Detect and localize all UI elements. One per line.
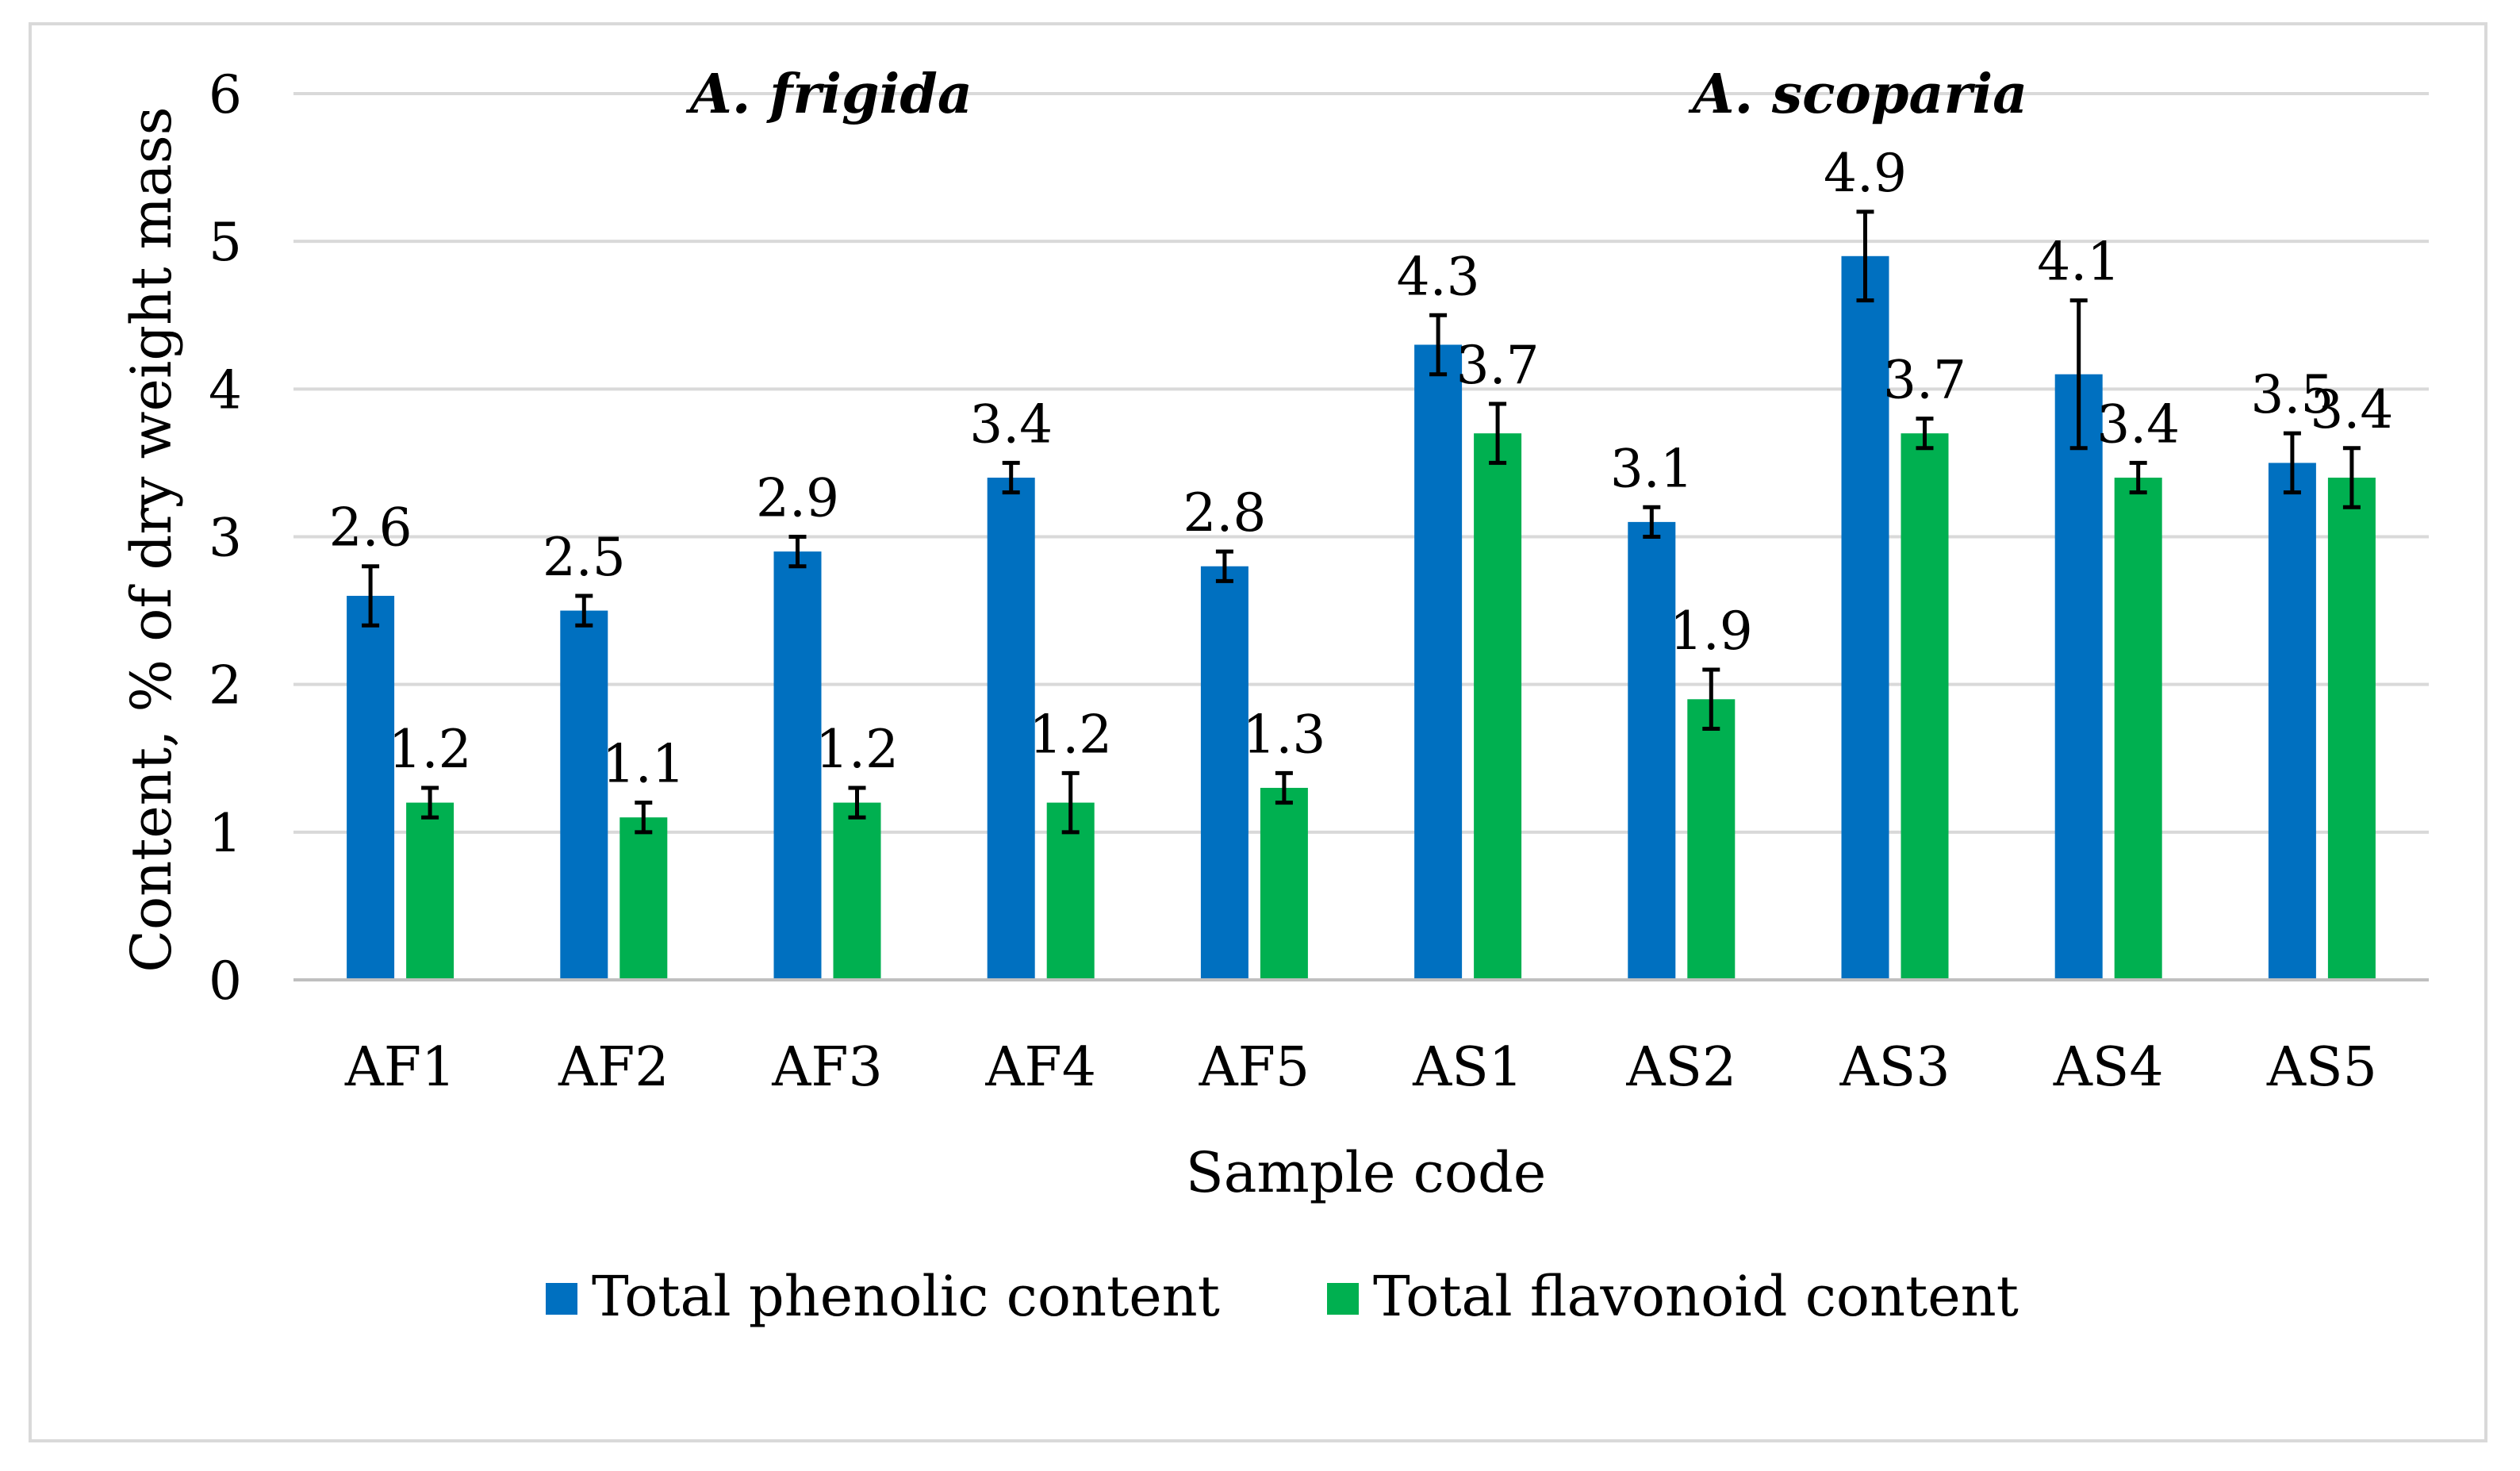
bar-phenolic-af2: [560, 610, 608, 980]
legend-swatch-flavonoid: [1327, 1283, 1359, 1315]
y-tick-label: 6: [209, 64, 242, 125]
bar-flavonoid-af3: [833, 802, 881, 980]
bar-flavonoid-as2: [1687, 699, 1736, 980]
data-label: 3.4: [969, 394, 1053, 455]
y-tick-label: 5: [209, 212, 242, 273]
bar-flavonoid-as1: [1474, 433, 1522, 980]
bar-flavonoid-af5: [1260, 787, 1308, 980]
data-label: 2.5: [543, 527, 626, 588]
data-label: 3.5: [2250, 364, 2334, 425]
bar-flavonoid-as4: [2114, 478, 2162, 980]
x-tick-label: AS5: [2266, 1036, 2377, 1099]
bar-flavonoid-as3: [1901, 433, 1949, 980]
bar-phenolic-as4: [2054, 374, 2103, 980]
data-label: 1.2: [815, 719, 899, 780]
bar-phenolic-as2: [1628, 521, 1676, 980]
data-label: 1.2: [389, 719, 472, 780]
x-tick-label: AS4: [2053, 1036, 2164, 1099]
y-tick-label: 4: [209, 359, 242, 421]
data-label: 3.1: [1610, 438, 1693, 499]
x-tick-label: AF1: [344, 1036, 456, 1099]
x-tick-label: AS2: [1625, 1036, 1736, 1099]
x-tick-label: AF5: [1199, 1036, 1310, 1099]
data-label: 2.9: [756, 468, 839, 529]
x-tick-label: AF4: [984, 1036, 1096, 1099]
bar-phenolic-as5: [2268, 463, 2316, 980]
error-bars: [362, 209, 2361, 835]
x-tick-label: AS3: [1839, 1036, 1950, 1099]
x-axis-title: Sample code: [1186, 1140, 1547, 1205]
bar-phenolic-af3: [773, 551, 822, 980]
x-tick-label: AS1: [1412, 1036, 1523, 1099]
data-label: 3.7: [1456, 335, 1540, 396]
data-label: 1.2: [1029, 704, 1112, 765]
y-axis-title: Content, % of dry weight mass: [119, 106, 184, 972]
bar-phenolic-as1: [1414, 344, 1463, 980]
y-tick-label: 1: [209, 803, 242, 864]
data-label: 3.4: [2096, 394, 2180, 455]
bar-flavonoid-as5: [2327, 478, 2376, 980]
bars: [347, 255, 2376, 980]
bar-phenolic-af4: [987, 478, 1035, 980]
y-tick-label: 3: [209, 508, 242, 569]
data-label: 2.8: [1183, 482, 1266, 543]
group-title-as: A. scoparia: [1688, 63, 2027, 126]
legend-swatch-phenolic: [546, 1283, 577, 1315]
data-label: 4.1: [2037, 232, 2120, 293]
data-label: 4.3: [1397, 246, 1480, 307]
data-labels: 2.6 1.2 2.5 1.1 2.9 1.2 3.4 1.2 2.8 1.3 4.3 3.7 3.1 1…: [329, 143, 2394, 795]
bar-flavonoid-af2: [619, 817, 668, 980]
legend: Total phenolic content Total flavonoid c…: [546, 1264, 2019, 1329]
x-tick-label: AF3: [771, 1036, 883, 1099]
bar-phenolic-af5: [1200, 566, 1248, 980]
data-label: 1.3: [1242, 704, 1325, 765]
data-label: 1.1: [602, 734, 685, 795]
y-tick-label: 2: [209, 655, 242, 716]
data-label: 3.4: [2310, 379, 2393, 440]
gridlines: [293, 92, 2429, 834]
bar-phenolic-af1: [347, 595, 395, 980]
legend-label-phenolic: Total phenolic content: [592, 1264, 1220, 1329]
data-label: 3.7: [1883, 350, 1966, 411]
legend-label-flavonoid: Total flavonoid content: [1373, 1264, 2019, 1329]
x-tick-label: AF2: [558, 1036, 669, 1099]
y-tick-label: 0: [209, 951, 242, 1012]
bar-phenolic-as3: [1841, 255, 1889, 980]
group-title-af: A. frigida: [685, 63, 972, 126]
data-label: 4.9: [1824, 143, 1907, 204]
bar-flavonoid-af1: [406, 802, 455, 980]
axes: 0 1 2 3 4 5 6 AF1 AF2 AF3 AF4 AF5 AS1 AS2 AS3 AS4 AS5: [209, 64, 2429, 1099]
data-label: 2.6: [329, 497, 412, 559]
data-label: 1.9: [1670, 601, 1753, 662]
